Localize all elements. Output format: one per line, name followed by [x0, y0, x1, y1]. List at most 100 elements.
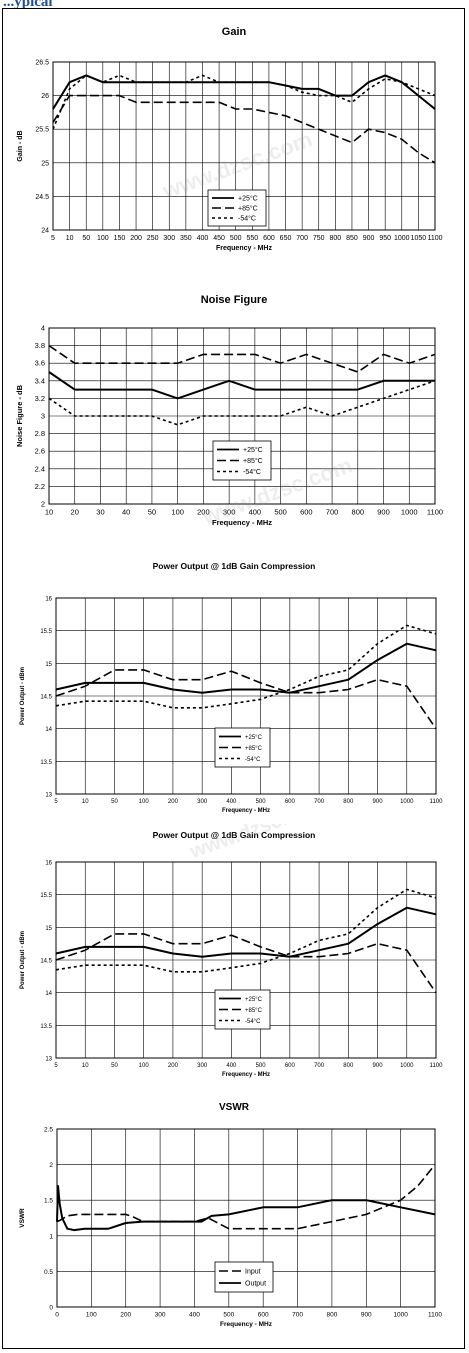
- legend-label: +85°C: [238, 205, 258, 213]
- x-tick-label: 1000: [394, 235, 410, 242]
- y-tick-label: 2.6: [35, 447, 45, 456]
- x-tick-label: 300: [197, 1063, 208, 1069]
- series-line: [55, 888, 437, 973]
- x-tick-label: 800: [330, 235, 342, 242]
- x-tick-label: 10: [45, 508, 53, 517]
- y-tick-label: 13: [45, 793, 52, 799]
- x-tick-label: 100: [139, 1063, 150, 1069]
- y-tick-label: 15.5: [40, 893, 52, 899]
- x-tick-label: 250: [147, 235, 159, 242]
- series-line: [56, 1164, 436, 1230]
- legend-label: -54°C: [245, 1019, 261, 1025]
- chart-title: Gain: [222, 26, 247, 38]
- x-tick-label: 450: [213, 235, 225, 242]
- y-tick-label: 2: [49, 1162, 53, 1169]
- x-tick-label: 500: [274, 508, 287, 517]
- y-tick-label: 1: [49, 1233, 53, 1240]
- x-tick-label: 0: [55, 1312, 59, 1319]
- datasheet-frame: [2, 8, 465, 1349]
- y-tick-label: 26.5: [35, 60, 49, 67]
- y-tick-label: 24: [41, 228, 49, 235]
- chart-title: Power Output @ 1dB Gain Compression: [153, 830, 316, 840]
- x-tick-label: 10: [66, 235, 74, 242]
- x-tick-label: 200: [168, 1063, 179, 1069]
- legend-box: [214, 1261, 274, 1293]
- series-line: [55, 933, 437, 994]
- x-tick-label: 400: [189, 1312, 200, 1319]
- legend-label: +85°C: [245, 1008, 263, 1014]
- x-tick-label: 1100: [428, 1312, 442, 1319]
- x-tick-label: 400: [226, 799, 237, 805]
- y-tick-label: 2.8: [35, 429, 45, 438]
- x-tick-label: 100: [171, 508, 184, 517]
- x-tick-label: 850: [346, 235, 358, 242]
- vswr-chart: VSWR 0 0.5 1 1.5 2 2.5 0 100 200 300 400 500 600 700 80…: [19, 1102, 442, 1328]
- x-tick-label: 300: [197, 799, 208, 805]
- noise-figure-chart: Noise Figure 2 2.2 2.4 2.6 2.8 3 3.2 3.4 3.6 3.8 4 1…: [15, 294, 443, 530]
- x-tick-label: 700: [292, 1312, 303, 1319]
- x-axis-label: Frequency - MHz: [222, 808, 270, 814]
- x-axis-label: Frequency - MHz: [212, 518, 272, 527]
- y-tick-label: 16: [45, 861, 52, 867]
- y-tick-label: 2.2: [35, 482, 45, 491]
- x-tick-label: 500: [256, 1063, 267, 1069]
- x-tick-label: 200: [168, 799, 179, 805]
- y-tick-label: 0.5: [44, 1269, 53, 1276]
- x-tick-label: 50: [82, 235, 90, 242]
- y-tick-label: 24.5: [35, 194, 49, 201]
- legend-label: +85°C: [243, 457, 263, 465]
- chart-title: Power Output @ 1dB Gain Compression: [153, 561, 316, 571]
- x-tick-label: 600: [285, 1063, 296, 1069]
- x-axis-label: Frequency - MHz: [216, 245, 273, 252]
- x-tick-label: 900: [373, 799, 384, 805]
- x-tick-label: 5: [51, 235, 55, 242]
- x-tick-label: 50: [111, 799, 118, 805]
- x-tick-label: 1100: [430, 799, 444, 805]
- series-line: [55, 642, 437, 694]
- x-tick-label: 300: [155, 1312, 166, 1319]
- y-tick-label: 3.2: [35, 394, 45, 403]
- x-tick-label: 700: [314, 799, 325, 805]
- y-tick-label: 14: [45, 991, 52, 997]
- x-tick-label: 900: [377, 508, 390, 517]
- series-line: [52, 94, 436, 164]
- legend-label: -54°C: [238, 215, 256, 223]
- y-tick-label: 15: [45, 926, 52, 932]
- x-tick-label: 500: [230, 235, 242, 242]
- series-line: [55, 669, 437, 730]
- x-tick-label: 550: [246, 235, 258, 242]
- x-tick-label: 5: [54, 799, 58, 805]
- y-axis-label: Power Output - dBm: [20, 667, 26, 725]
- x-tick-label: 900: [363, 235, 375, 242]
- y-tick-label: 25: [41, 160, 49, 167]
- x-tick-label: 800: [352, 508, 365, 517]
- y-tick-label: 3: [41, 412, 45, 421]
- x-tick-label: 1100: [427, 508, 443, 517]
- x-tick-label: 50: [148, 508, 156, 517]
- legend-label: +25°C: [245, 735, 263, 741]
- x-tick-label: 500: [223, 1312, 234, 1319]
- x-tick-label: 700: [296, 235, 308, 242]
- x-tick-label: 600: [263, 235, 275, 242]
- y-tick-label: 4: [41, 324, 45, 333]
- x-tick-label: 1000: [400, 799, 414, 805]
- y-tick-label: 15.5: [40, 629, 52, 635]
- y-tick-label: 2.5: [44, 1127, 53, 1134]
- y-tick-label: 13.5: [40, 760, 52, 766]
- legend-label: -54°C: [243, 468, 261, 476]
- legend-label: +25°C: [245, 997, 263, 1003]
- x-tick-label: 700: [326, 508, 339, 517]
- chart-title: VSWR: [219, 1102, 250, 1113]
- y-tick-label: 1.5: [44, 1198, 53, 1205]
- y-tick-label: 14.5: [40, 959, 52, 965]
- x-tick-label: 10: [82, 799, 89, 805]
- x-tick-label: 400: [226, 1063, 237, 1069]
- y-tick-label: 3.4: [35, 376, 45, 385]
- x-tick-label: 100: [86, 1312, 97, 1319]
- x-tick-label: 50: [111, 1063, 118, 1069]
- x-tick-label: 10: [82, 1063, 89, 1069]
- y-tick-label: 2.4: [35, 464, 45, 473]
- y-axis-label: Gain - dB: [17, 130, 24, 161]
- y-tick-label: 14.5: [40, 695, 52, 701]
- y-tick-label: 13.5: [40, 1024, 52, 1030]
